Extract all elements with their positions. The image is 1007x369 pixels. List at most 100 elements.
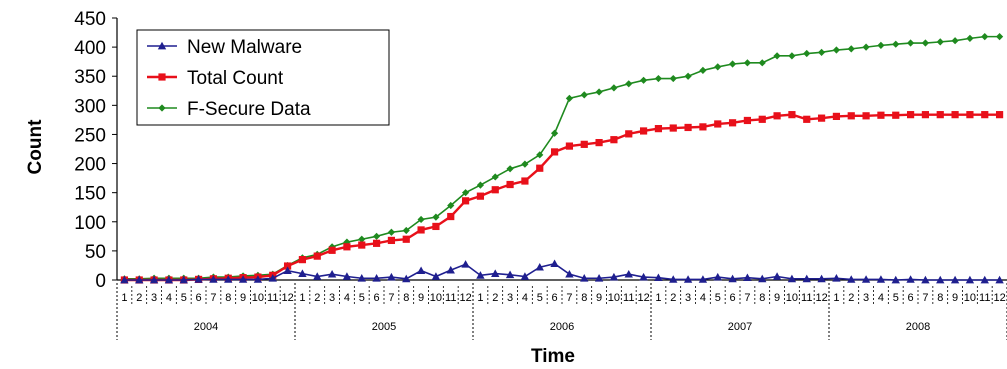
data-point-f-secure-data bbox=[402, 226, 410, 235]
y-tick-label: 450 bbox=[74, 9, 106, 30]
data-point-f-secure-data bbox=[461, 189, 470, 197]
data-point-f-secure-data bbox=[714, 63, 722, 71]
month-tick-label: 7 bbox=[210, 292, 216, 304]
data-point-total-count bbox=[328, 246, 336, 254]
data-point-total-count bbox=[847, 112, 855, 120]
data-point-total-count bbox=[461, 197, 470, 205]
y-tick-label: 300 bbox=[74, 96, 106, 117]
data-point-new-malware bbox=[476, 271, 485, 279]
month-tick-label: 1 bbox=[477, 292, 483, 304]
data-point-f-secure-data bbox=[966, 34, 974, 42]
data-point-f-secure-data bbox=[521, 160, 529, 168]
data-point-total-count bbox=[817, 114, 826, 122]
y-axis: 0 50 100 150 200 250 300 350 400 450 bbox=[74, 9, 118, 292]
month-tick-label: 4 bbox=[522, 292, 528, 304]
data-point-total-count bbox=[743, 116, 752, 125]
data-point-total-count bbox=[372, 239, 381, 247]
data-point-f-secure-data bbox=[877, 41, 885, 49]
month-tick-label: 9 bbox=[774, 292, 780, 304]
data-point-new-malware bbox=[921, 275, 930, 284]
data-point-new-malware bbox=[505, 270, 515, 279]
data-point-f-secure-data bbox=[565, 94, 574, 102]
data-point-f-secure-data bbox=[847, 45, 855, 53]
data-point-new-malware bbox=[936, 275, 945, 284]
legend-box bbox=[136, 29, 390, 126]
month-tick-label: 8 bbox=[225, 292, 231, 304]
month-tick-label: 10 bbox=[608, 292, 620, 304]
data-point-new-malware bbox=[120, 275, 129, 284]
legend-marker-new-malware bbox=[157, 41, 167, 50]
data-point-new-malware bbox=[387, 272, 396, 281]
data-point-new-malware bbox=[787, 274, 797, 283]
month-tick-label: 4 bbox=[700, 292, 706, 304]
data-point-new-malware bbox=[535, 262, 544, 271]
data-point-total-count bbox=[788, 111, 796, 119]
month-tick-label: 4 bbox=[344, 292, 350, 304]
data-point-new-malware bbox=[594, 274, 604, 282]
month-tick-label: 1 bbox=[299, 292, 305, 304]
month-tick-label: 3 bbox=[507, 292, 513, 304]
data-point-f-secure-data bbox=[743, 59, 752, 67]
data-point-total-count bbox=[565, 142, 574, 150]
data-point-total-count bbox=[387, 236, 396, 245]
month-tick-label: 12 bbox=[993, 292, 1005, 304]
data-point-new-malware bbox=[980, 275, 989, 284]
month-tick-label: 7 bbox=[566, 292, 572, 304]
data-point-f-secure-data bbox=[417, 215, 425, 224]
y-tick-label: 350 bbox=[74, 67, 106, 88]
month-tick-label: 7 bbox=[922, 292, 928, 304]
data-point-total-count bbox=[728, 119, 737, 127]
data-point-total-count bbox=[684, 123, 692, 132]
y-tick-label: 200 bbox=[74, 155, 106, 176]
data-point-total-count bbox=[402, 235, 410, 243]
data-point-total-count bbox=[699, 123, 707, 131]
y-tick-label: 400 bbox=[74, 38, 106, 59]
month-tick-label: 11 bbox=[623, 292, 634, 304]
data-point-new-malware bbox=[342, 272, 352, 280]
data-point-new-malware bbox=[164, 275, 174, 284]
data-point-new-malware bbox=[861, 275, 871, 283]
year-tick-label: 2005 bbox=[372, 321, 396, 333]
data-point-new-malware bbox=[149, 275, 159, 284]
month-tick-label: 12 bbox=[637, 292, 649, 304]
data-point-f-secure-data bbox=[728, 60, 737, 68]
x-axis: 1 2 3 4 5 6 7 8 9 10 11 12 1 2 3 4 5 6 7 8 9 10 11 12 1 2 3 4 5 6 7 8 9 1… bbox=[116, 279, 1007, 340]
series-line-total-count bbox=[124, 113, 1000, 282]
month-tick-label: 11 bbox=[445, 292, 456, 304]
month-tick-label: 9 bbox=[240, 292, 246, 304]
data-point-new-malware bbox=[194, 275, 203, 283]
data-point-f-secure-data bbox=[550, 129, 559, 137]
data-point-total-count bbox=[358, 241, 366, 249]
data-point-total-count bbox=[580, 140, 588, 148]
data-point-f-secure-data bbox=[432, 213, 440, 221]
data-point-total-count bbox=[283, 262, 292, 270]
data-point-new-malware bbox=[416, 266, 426, 275]
data-point-f-secure-data bbox=[536, 151, 544, 159]
data-point-new-malware bbox=[965, 275, 975, 284]
data-point-new-malware bbox=[772, 272, 782, 280]
y-tick-label: 0 bbox=[95, 271, 106, 292]
month-tick-label: 9 bbox=[952, 292, 958, 304]
data-point-new-malware bbox=[624, 269, 633, 278]
series-line-new-malware bbox=[124, 262, 1000, 281]
y-tick-label: 50 bbox=[85, 242, 106, 263]
month-tick-label: 5 bbox=[359, 292, 365, 304]
data-point-f-secure-data bbox=[654, 74, 663, 83]
data-point-new-malware bbox=[669, 275, 678, 283]
data-point-new-malware bbox=[402, 274, 411, 283]
data-point-new-malware bbox=[283, 266, 292, 275]
y-tick-label: 150 bbox=[74, 184, 106, 205]
data-point-new-malware bbox=[135, 275, 144, 284]
data-point-total-count bbox=[773, 112, 781, 120]
data-point-f-secure-data bbox=[491, 173, 499, 181]
data-point-f-secure-data bbox=[892, 40, 900, 48]
month-tick-label: 6 bbox=[730, 292, 736, 304]
month-tick-label: 11 bbox=[979, 292, 990, 304]
data-point-new-malware bbox=[758, 274, 767, 283]
month-tick-label: 6 bbox=[374, 292, 380, 304]
data-point-f-secure-data bbox=[803, 49, 811, 58]
data-point-total-count bbox=[669, 124, 677, 132]
data-point-total-count bbox=[625, 130, 633, 138]
month-tick-label: 1 bbox=[121, 292, 127, 304]
data-point-total-count bbox=[951, 111, 959, 119]
